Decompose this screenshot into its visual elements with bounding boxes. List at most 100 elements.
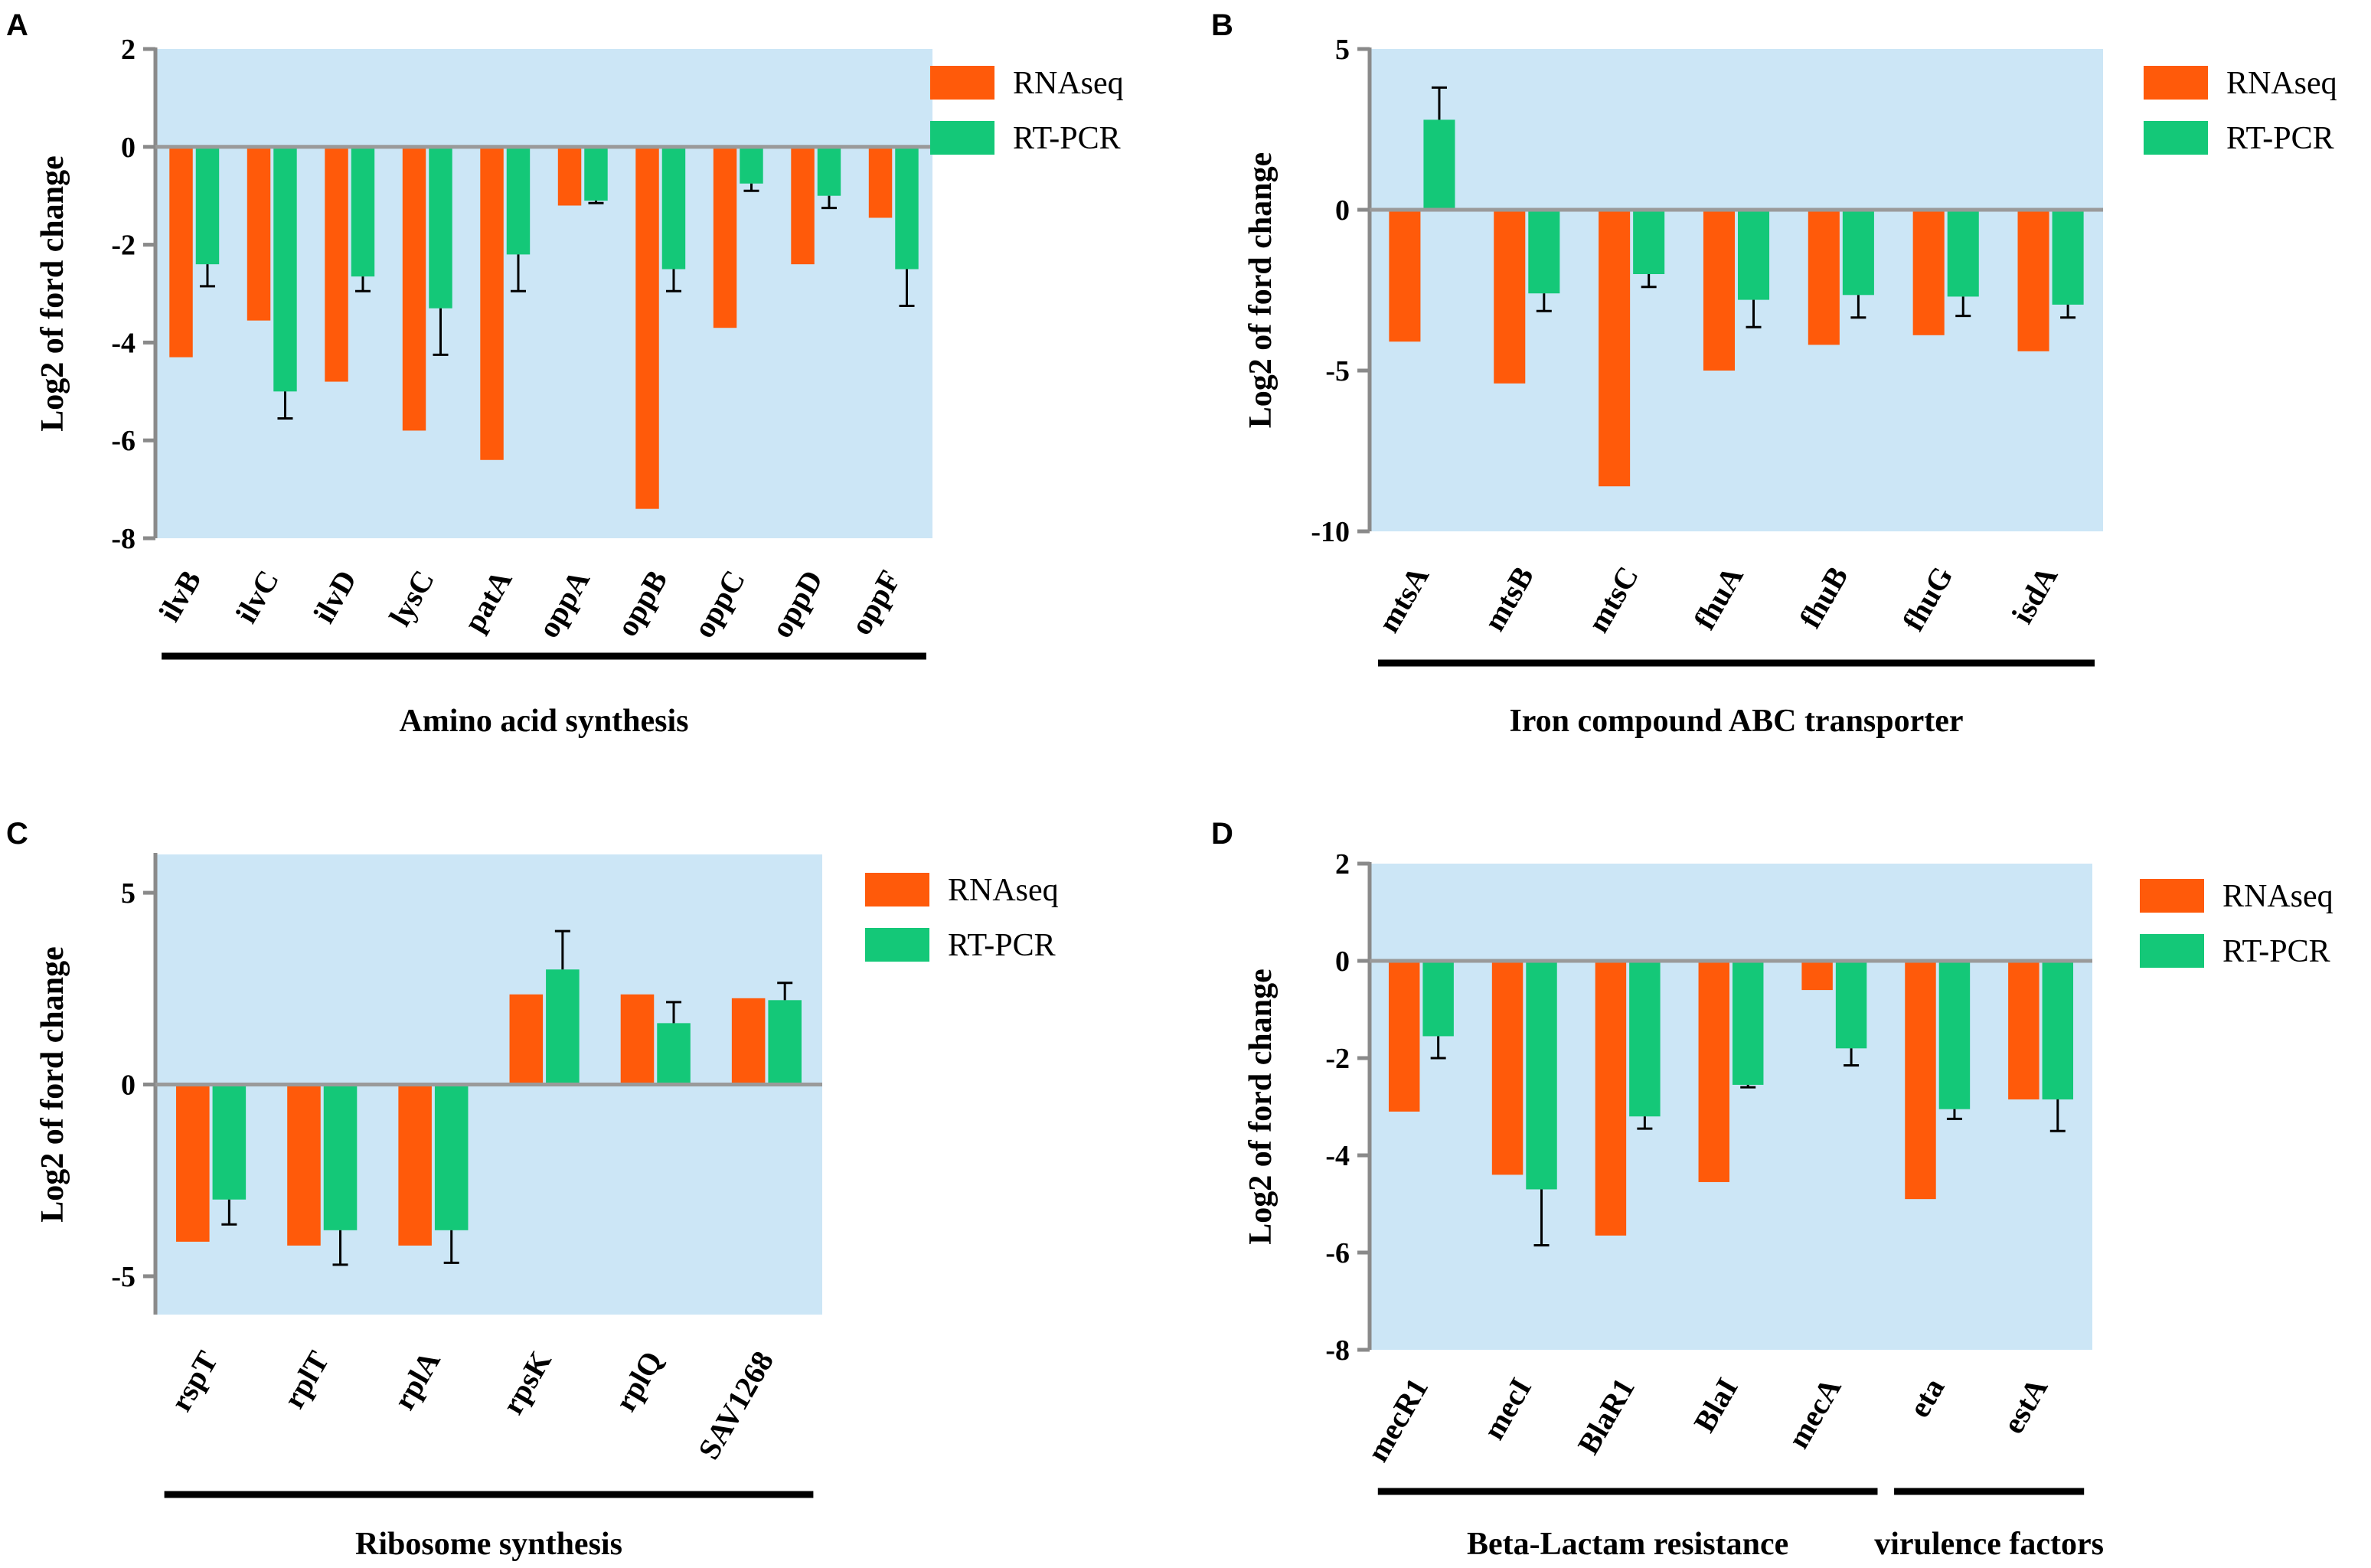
panel-d-chart: 2 0 -2 -4 -6 -8 Log2 of ford change mecR1 mecI Bl… xyxy=(1243,848,2333,1562)
rtpcr-bar-meci xyxy=(1526,961,1557,1190)
category-label: eta xyxy=(1902,1372,1951,1423)
rnaseq-bar-oppc xyxy=(713,146,737,328)
rtpcr-bar-oppd xyxy=(817,146,841,196)
category-label: oppA xyxy=(531,564,596,643)
y-tick-label: -8 xyxy=(1325,1334,1350,1367)
category-label: lysC xyxy=(382,564,441,632)
category-label: mecR1 xyxy=(1360,1372,1435,1467)
panel-c-chart: 5 0 -5 Log2 of ford change rspT rplT rplA rpsK r… xyxy=(35,853,1059,1562)
legend-label: RNAseq xyxy=(2222,879,2333,914)
group-label: virulence factors xyxy=(1874,1527,2104,1562)
category-label: fhuB xyxy=(1792,560,1854,634)
y-tick-label: -8 xyxy=(111,523,136,555)
panel-label: D xyxy=(1211,817,1233,851)
y-axis-title: Log2 of ford change xyxy=(35,946,70,1223)
legend-label: RT-PCR xyxy=(2226,121,2334,156)
category-label: mtsC xyxy=(1580,560,1645,638)
category-label: oppB xyxy=(609,564,674,642)
rtpcr-bar-oppc xyxy=(740,146,763,184)
rtpcr-bar-oppa xyxy=(584,146,608,201)
rnaseq-bar-rpsk xyxy=(509,994,544,1085)
rtpcr-bar-fhua xyxy=(1738,210,1770,300)
rnaseq-bar-ilvc xyxy=(247,146,271,321)
panel-a-chart: 2 0 -2 -4 -6 -8 Log2 of ford change ilvB ilvC ilv… xyxy=(35,34,1124,739)
legend-label: RT-PCR xyxy=(948,928,1056,963)
category-label: oppD xyxy=(764,564,830,643)
panel-label: B xyxy=(1211,8,1233,42)
legend-swatch xyxy=(2144,66,2208,100)
legend-swatch xyxy=(930,121,994,155)
y-tick-label: 2 xyxy=(121,34,136,66)
y-tick-label: -2 xyxy=(111,230,136,262)
category-label: isdA xyxy=(2004,560,2064,629)
legend-swatch xyxy=(865,928,929,962)
panel-label: A xyxy=(6,8,28,42)
rtpcr-bar-blar1 xyxy=(1629,961,1661,1117)
rtpcr-bar-fhub xyxy=(1842,210,1874,296)
rnaseq-bar-esta xyxy=(2008,961,2040,1099)
legend-swatch xyxy=(930,66,994,100)
y-tick-label: 2 xyxy=(1335,848,1350,880)
rnaseq-bar-meci xyxy=(1491,961,1524,1175)
y-tick-label: -5 xyxy=(111,1261,136,1293)
rnaseq-bar-rpla xyxy=(398,1084,432,1246)
category-label: oppF xyxy=(844,564,907,641)
category-label: mtsA xyxy=(1371,560,1436,638)
legend-swatch xyxy=(865,873,929,906)
y-axis-title: Log2 of ford change xyxy=(1243,969,1279,1245)
rnaseq-bar-rspt xyxy=(176,1084,210,1242)
y-axis-title: Log2 of ford change xyxy=(35,155,70,432)
y-tick-label: -10 xyxy=(1311,516,1350,548)
category-label: ilvC xyxy=(229,564,286,629)
rnaseq-bar-oppd xyxy=(791,146,815,265)
rtpcr-bar-meca xyxy=(1835,961,1867,1049)
rnaseq-bar-sav1268 xyxy=(731,998,766,1085)
rtpcr-bar-fhug xyxy=(1947,210,1979,297)
group-label: Ribosome synthesis xyxy=(355,1527,622,1562)
rnaseq-bar-isda xyxy=(2017,210,2049,351)
y-tick-label: -4 xyxy=(111,327,136,359)
legend-swatch xyxy=(2140,879,2204,913)
plot-area xyxy=(1370,864,2092,1350)
category-label: fhuG xyxy=(1896,560,1959,637)
rnaseq-bar-fhug xyxy=(1912,210,1945,335)
legend-label: RNAseq xyxy=(1013,66,1124,101)
category-label: mtsB xyxy=(1477,560,1540,636)
rnaseq-bar-pata xyxy=(480,146,504,460)
legend-label: RNAseq xyxy=(2226,66,2337,101)
rtpcr-bar-oppf xyxy=(895,146,919,270)
category-label: ilvD xyxy=(306,564,364,629)
rnaseq-bar-oppf xyxy=(868,146,893,218)
category-label: ilvB xyxy=(152,564,207,627)
rnaseq-bar-blai xyxy=(1698,961,1729,1182)
rnaseq-bar-eta xyxy=(1905,961,1936,1200)
rtpcr-bar-ilvd xyxy=(351,146,375,277)
rtpcr-bar-mtsb xyxy=(1528,210,1560,294)
rtpcr-bar-isda xyxy=(2052,210,2084,305)
rtpcr-bar-rspt xyxy=(212,1084,247,1200)
rtpcr-bar-lysc xyxy=(429,146,452,309)
rtpcr-bar-eta xyxy=(1938,961,1971,1109)
legend-label: RT-PCR xyxy=(2222,934,2330,969)
legend-label: RT-PCR xyxy=(1013,121,1121,156)
category-label: rplA xyxy=(387,1345,447,1416)
rnaseq-bar-ilvd xyxy=(325,146,348,382)
legend-swatch xyxy=(2140,934,2204,968)
y-tick-label: -4 xyxy=(1325,1140,1350,1172)
rtpcr-bar-oppb xyxy=(661,146,686,270)
rnaseq-bar-fhub xyxy=(1808,210,1840,345)
panel-b-chart: 5 0 -5 -10 Log2 of ford change mtsA mtsB mtsC fh… xyxy=(1243,34,2337,739)
category-label: BlaI xyxy=(1687,1372,1745,1438)
rtpcr-bar-ilvb xyxy=(195,146,220,265)
rnaseq-bar-oppa xyxy=(557,146,582,206)
rtpcr-bar-rpsk xyxy=(546,969,580,1085)
category-label: fhuA xyxy=(1687,560,1749,635)
category-label: BlaR1 xyxy=(1571,1372,1641,1460)
group-label: Beta-Lactam resistance xyxy=(1467,1527,1788,1562)
category-label: mecA xyxy=(1781,1372,1848,1454)
category-label: mecI xyxy=(1476,1372,1538,1446)
group-label: Iron compound ABC transporter xyxy=(1509,704,1963,739)
plot-area xyxy=(155,49,932,538)
rtpcr-bar-rplt xyxy=(323,1084,358,1230)
